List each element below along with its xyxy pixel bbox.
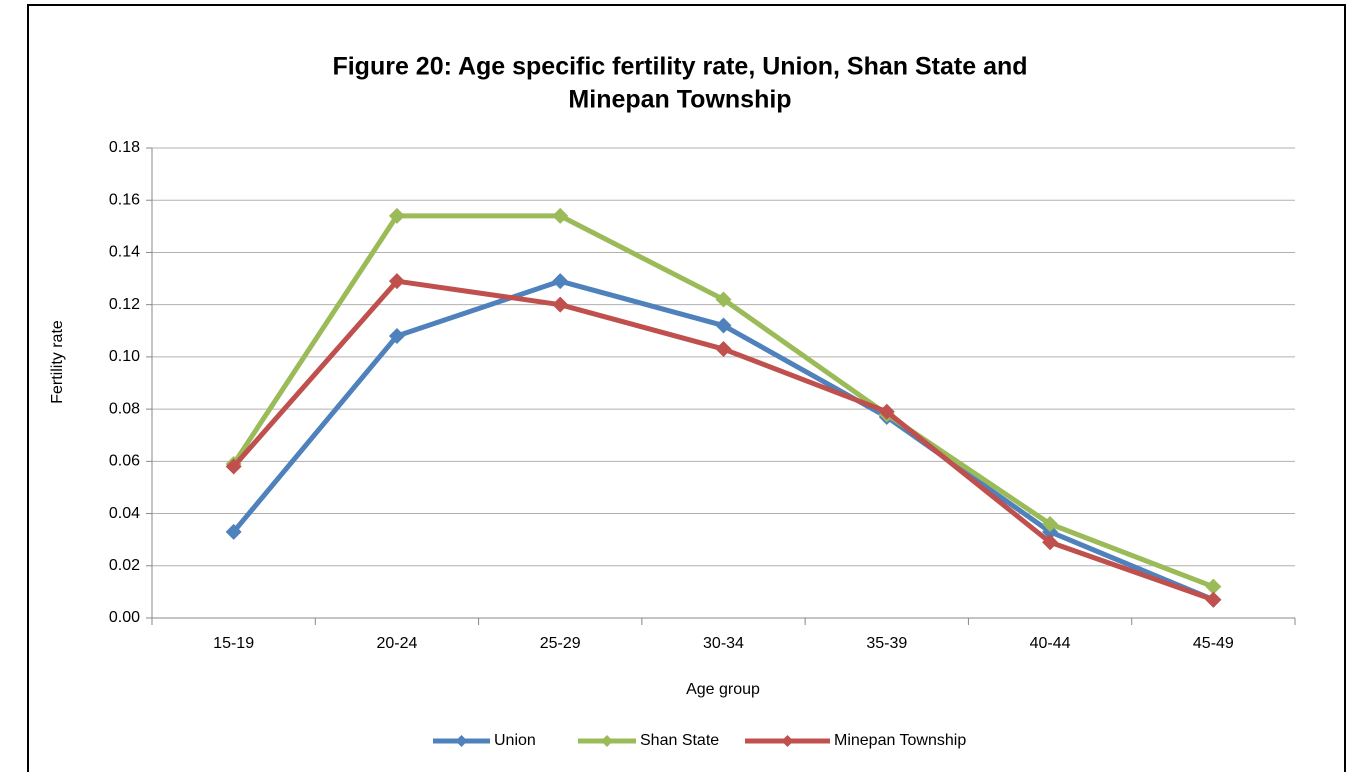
legend-marker bbox=[601, 735, 613, 747]
y-tick-label: 0.14 bbox=[109, 244, 140, 261]
x-tick-label: 15-19 bbox=[213, 635, 254, 652]
data-point bbox=[1205, 578, 1222, 595]
chart-border bbox=[27, 4, 1346, 772]
data-point bbox=[388, 273, 405, 290]
data-point bbox=[1042, 516, 1059, 532]
chart-title: Figure 20: Age specific fertility rate, … bbox=[332, 53, 1027, 81]
chart-title: Minepan Township bbox=[568, 86, 791, 114]
data-point bbox=[388, 207, 405, 224]
y-tick-label: 0.02 bbox=[109, 557, 140, 574]
y-tick-label: 0.12 bbox=[109, 296, 140, 313]
y-tick-label: 0.18 bbox=[109, 139, 140, 156]
y-tick-label: 0.00 bbox=[109, 609, 140, 626]
legend-marker bbox=[781, 735, 794, 747]
data-point bbox=[715, 291, 732, 308]
x-tick-label: 35-39 bbox=[866, 635, 907, 652]
data-point bbox=[388, 328, 405, 344]
x-tick-label: 25-29 bbox=[540, 635, 581, 652]
legend-marker bbox=[455, 735, 468, 747]
y-tick-label: 0.06 bbox=[109, 453, 140, 470]
y-axis-label: Fertility rate bbox=[49, 320, 66, 404]
data-point bbox=[1205, 591, 1222, 608]
x-axis-label: Age group bbox=[686, 681, 760, 698]
legend-label: Union bbox=[494, 732, 536, 749]
x-tick-label: 30-34 bbox=[703, 635, 744, 652]
y-tick-label: 0.08 bbox=[109, 400, 140, 417]
y-tick-label: 0.16 bbox=[109, 191, 140, 208]
data-point bbox=[552, 273, 569, 290]
data-point bbox=[1042, 534, 1059, 551]
legend-label: Minepan Township bbox=[834, 732, 966, 749]
x-tick-label: 40-44 bbox=[1030, 635, 1071, 652]
data-point bbox=[715, 317, 732, 334]
data-point bbox=[225, 523, 242, 540]
x-tick-label: 45-49 bbox=[1193, 635, 1234, 652]
y-tick-label: 0.04 bbox=[109, 505, 140, 522]
data-point bbox=[878, 403, 895, 420]
x-tick-label: 20-24 bbox=[376, 635, 417, 652]
data-point bbox=[552, 296, 569, 313]
legend-label: Shan State bbox=[640, 732, 719, 749]
data-point bbox=[552, 207, 569, 224]
data-point bbox=[225, 458, 242, 475]
y-tick-label: 0.10 bbox=[109, 348, 140, 365]
data-point bbox=[715, 341, 732, 358]
